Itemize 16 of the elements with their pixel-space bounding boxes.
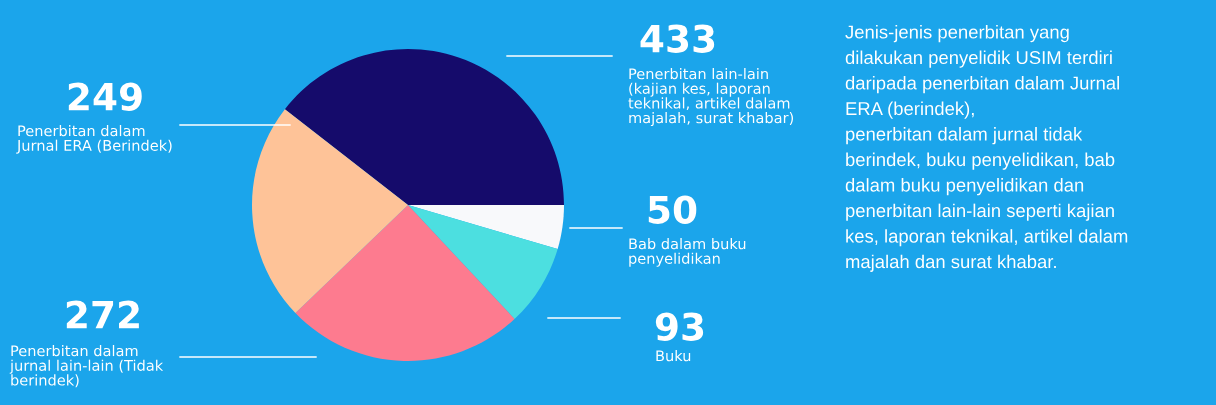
slice-label: Penerbitan dalam Jurnal ERA (Berindek) bbox=[16, 125, 172, 154]
slice-label: Bab dalam buku penyelidikan bbox=[629, 238, 746, 267]
data-label: 433 bbox=[640, 24, 715, 53]
pie-slice bbox=[284, 49, 564, 205]
slice-label: Penerbitan lain-lain (kajian kes, laporan teknikal, artikel dalam majalah, surat khabar) bbox=[628, 68, 794, 127]
data-label: 50 bbox=[648, 195, 697, 224]
pie-slice bbox=[408, 205, 564, 250]
data-label: 249 bbox=[68, 82, 142, 111]
pie-slice bbox=[408, 205, 558, 319]
pie-slice bbox=[295, 205, 515, 361]
slice-label: Buku bbox=[656, 350, 691, 362]
text: Jenis-jenis penerbitan yang dilakukan penyelidik USIM terdiri daripada penerbitan dalam Jurnal ERA (berindek), penerbitan dalam jurnal tidak berindek, buku penyelidikan, bab dalam buku penyelidikan dan penerbitan lain-lain seperti kajian kes, laporan teknikal, artikel dalam majalah dan surat khabar. bbox=[845, 25, 1128, 272]
data-label: 93 bbox=[655, 312, 704, 341]
data-label: 272 bbox=[66, 300, 139, 329]
pie-slice bbox=[252, 109, 408, 313]
slice-label: Penerbitan dalam jurnal lain-lain (Tidak berindek) bbox=[9, 345, 164, 388]
